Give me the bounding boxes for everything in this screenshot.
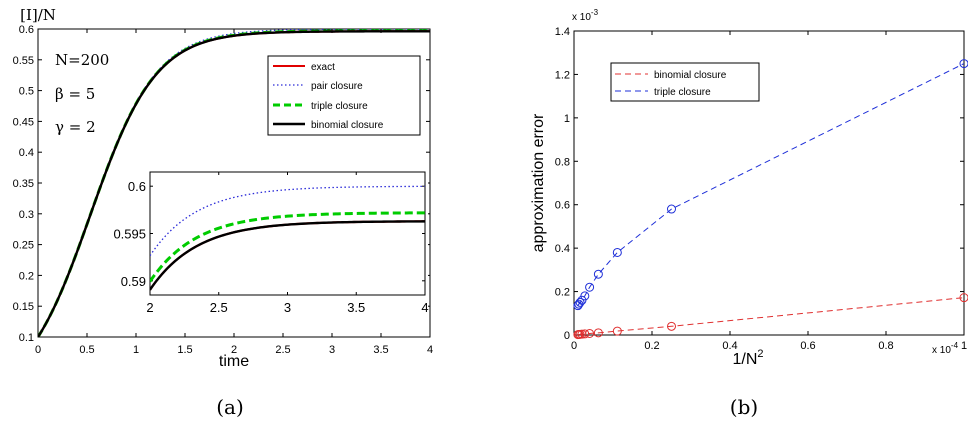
- panel-b: 0 0.2 0.4 0.6 0.8 1 0 0.2 0.4 0.6 0.8 1 1.2 1.4 appro…: [530, 8, 968, 419]
- y-tick-label: 1.2: [555, 69, 570, 81]
- x-tick-label: 0: [571, 340, 577, 352]
- param-n: N=200: [55, 51, 109, 69]
- inset-y-tick-label: 0.59: [121, 274, 146, 289]
- x-tick-label: 0.2: [644, 340, 659, 352]
- data-point: [585, 282, 595, 292]
- legend-label-triple: triple closure: [654, 87, 711, 98]
- legend-box: [267, 55, 421, 136]
- y-tick-label: 0.2: [555, 287, 570, 299]
- inset-series-line: [150, 211, 425, 283]
- y-tick-label: 0.4: [19, 147, 34, 159]
- y-tick-label: 0.2: [19, 270, 34, 282]
- panel-a-caption: (a): [216, 395, 244, 419]
- panel-a-axes: [37, 28, 431, 338]
- inset: 2 2.5 3 3.5 4 0.59 0.595 0.6: [113, 163, 429, 315]
- y-tick-label: 0.25: [13, 240, 34, 252]
- param-beta: β = 5: [55, 85, 95, 103]
- x-tick-label: 1: [961, 340, 967, 352]
- series-line: [577, 297, 965, 336]
- inset-y-tick-label: 0.595: [113, 227, 146, 242]
- x-tick-label: 3: [329, 344, 335, 356]
- y-tick-label: 0.4: [555, 243, 570, 255]
- y-tick-label: 0.35: [13, 178, 34, 190]
- y-tick-label: 0.5: [19, 86, 34, 98]
- x-tick-label: 0.8: [878, 340, 893, 352]
- data-point: [575, 297, 585, 307]
- y-tick-label: 0.1: [19, 332, 34, 344]
- inset-x-tick-label: 3.5: [347, 300, 365, 315]
- panel-a-series: [38, 29, 430, 337]
- panel-b-caption: (b): [730, 395, 758, 419]
- y-tick-label: 0.45: [13, 116, 34, 128]
- inset-x-tick-label: 2: [146, 300, 153, 315]
- data-point: [593, 269, 603, 279]
- y-tick-label: 0.6: [19, 24, 34, 36]
- data-point: [593, 328, 603, 338]
- y-tick-label: 0.3: [19, 209, 34, 221]
- data-point: [667, 321, 676, 331]
- series-line: [38, 30, 430, 337]
- x-tick-label: 3.5: [373, 344, 388, 356]
- panel-b-ticks: 0 0.2 0.4 0.6 0.8 1 0 0.2 0.4 0.6 0.8 1 1.2 1.4: [555, 26, 967, 352]
- inset-series: [150, 185, 425, 291]
- x-tick-label: 0: [35, 344, 41, 356]
- inset-axes: [149, 171, 426, 296]
- data-point: [959, 59, 968, 69]
- x-tick-label: 0.4: [722, 340, 737, 352]
- panel-b-x-label: 1/N2: [732, 348, 763, 368]
- x-tick-label: 1: [133, 344, 139, 356]
- inset-series-line: [150, 220, 425, 291]
- x-tick-label: 2.5: [275, 344, 290, 356]
- panel-b-x-exponent: x 10-4: [932, 341, 959, 356]
- panel-b-legend: binomial closure triple closure: [610, 62, 760, 102]
- panel-b-series: [573, 59, 968, 340]
- legend-box: [610, 62, 760, 102]
- panel-a-legend: exact pair closure triple closure binomi…: [267, 55, 421, 136]
- data-point: [612, 247, 622, 257]
- x-tick-label: 2: [231, 344, 237, 356]
- panel-b-y-exponent: x 10-3: [572, 8, 599, 23]
- data-point: [580, 291, 590, 301]
- inset-ticks: 2 2.5 3 3.5 4 0.59 0.595 0.6: [113, 172, 429, 315]
- panel-b-y-label: approximation error: [530, 113, 547, 252]
- x-tick-label: 4: [427, 344, 433, 356]
- inset-x-tick-label: 3: [284, 300, 291, 315]
- y-tick-label: 0.6: [555, 200, 570, 212]
- inset-background: [113, 163, 428, 314]
- legend-label-binomial: binomial closure: [311, 120, 384, 131]
- inset-y-tick-label: 0.6: [128, 179, 146, 194]
- data-point: [959, 293, 968, 303]
- data-point: [580, 329, 590, 339]
- inset-x-tick-label: 4: [421, 300, 428, 315]
- panel-a-y-label: [I]/N: [20, 6, 56, 24]
- panel-a: 0 0.5 1 1.5 2 2.5 3 3.5 4 0.1 0.15 0.2 0.25 0.3 0.35 0.…: [13, 6, 433, 419]
- legend-label-pair: pair closure: [311, 81, 363, 92]
- y-tick-label: 1.4: [555, 26, 570, 38]
- panel-a-x-label: time: [219, 353, 249, 370]
- panel-a-ticks: 0 0.5 1 1.5 2 2.5 3 3.5 4 0.1 0.15 0.2 0.25 0.3 0.35 0.…: [13, 24, 433, 356]
- y-tick-label: 1: [564, 113, 570, 125]
- y-tick-label: 0: [564, 330, 570, 342]
- legend-label-binomial: binomial closure: [654, 70, 727, 81]
- y-tick-label: 0.8: [555, 156, 570, 168]
- inset-x-tick-label: 2.5: [210, 300, 228, 315]
- data-point: [667, 204, 676, 214]
- x-tick-label: 1.5: [177, 344, 192, 356]
- y-tick-label: 0.15: [13, 301, 34, 313]
- param-gamma: γ = 2: [55, 118, 96, 136]
- data-point: [585, 328, 595, 338]
- x-tick-label: 0.5: [79, 344, 94, 356]
- x-tick-label: 0.6: [800, 340, 815, 352]
- panel-b-axes: [573, 30, 965, 336]
- legend-label-triple: triple closure: [311, 101, 368, 112]
- data-point: [612, 326, 622, 336]
- y-tick-label: 0.55: [13, 55, 34, 67]
- legend-label-exact: exact: [311, 62, 335, 73]
